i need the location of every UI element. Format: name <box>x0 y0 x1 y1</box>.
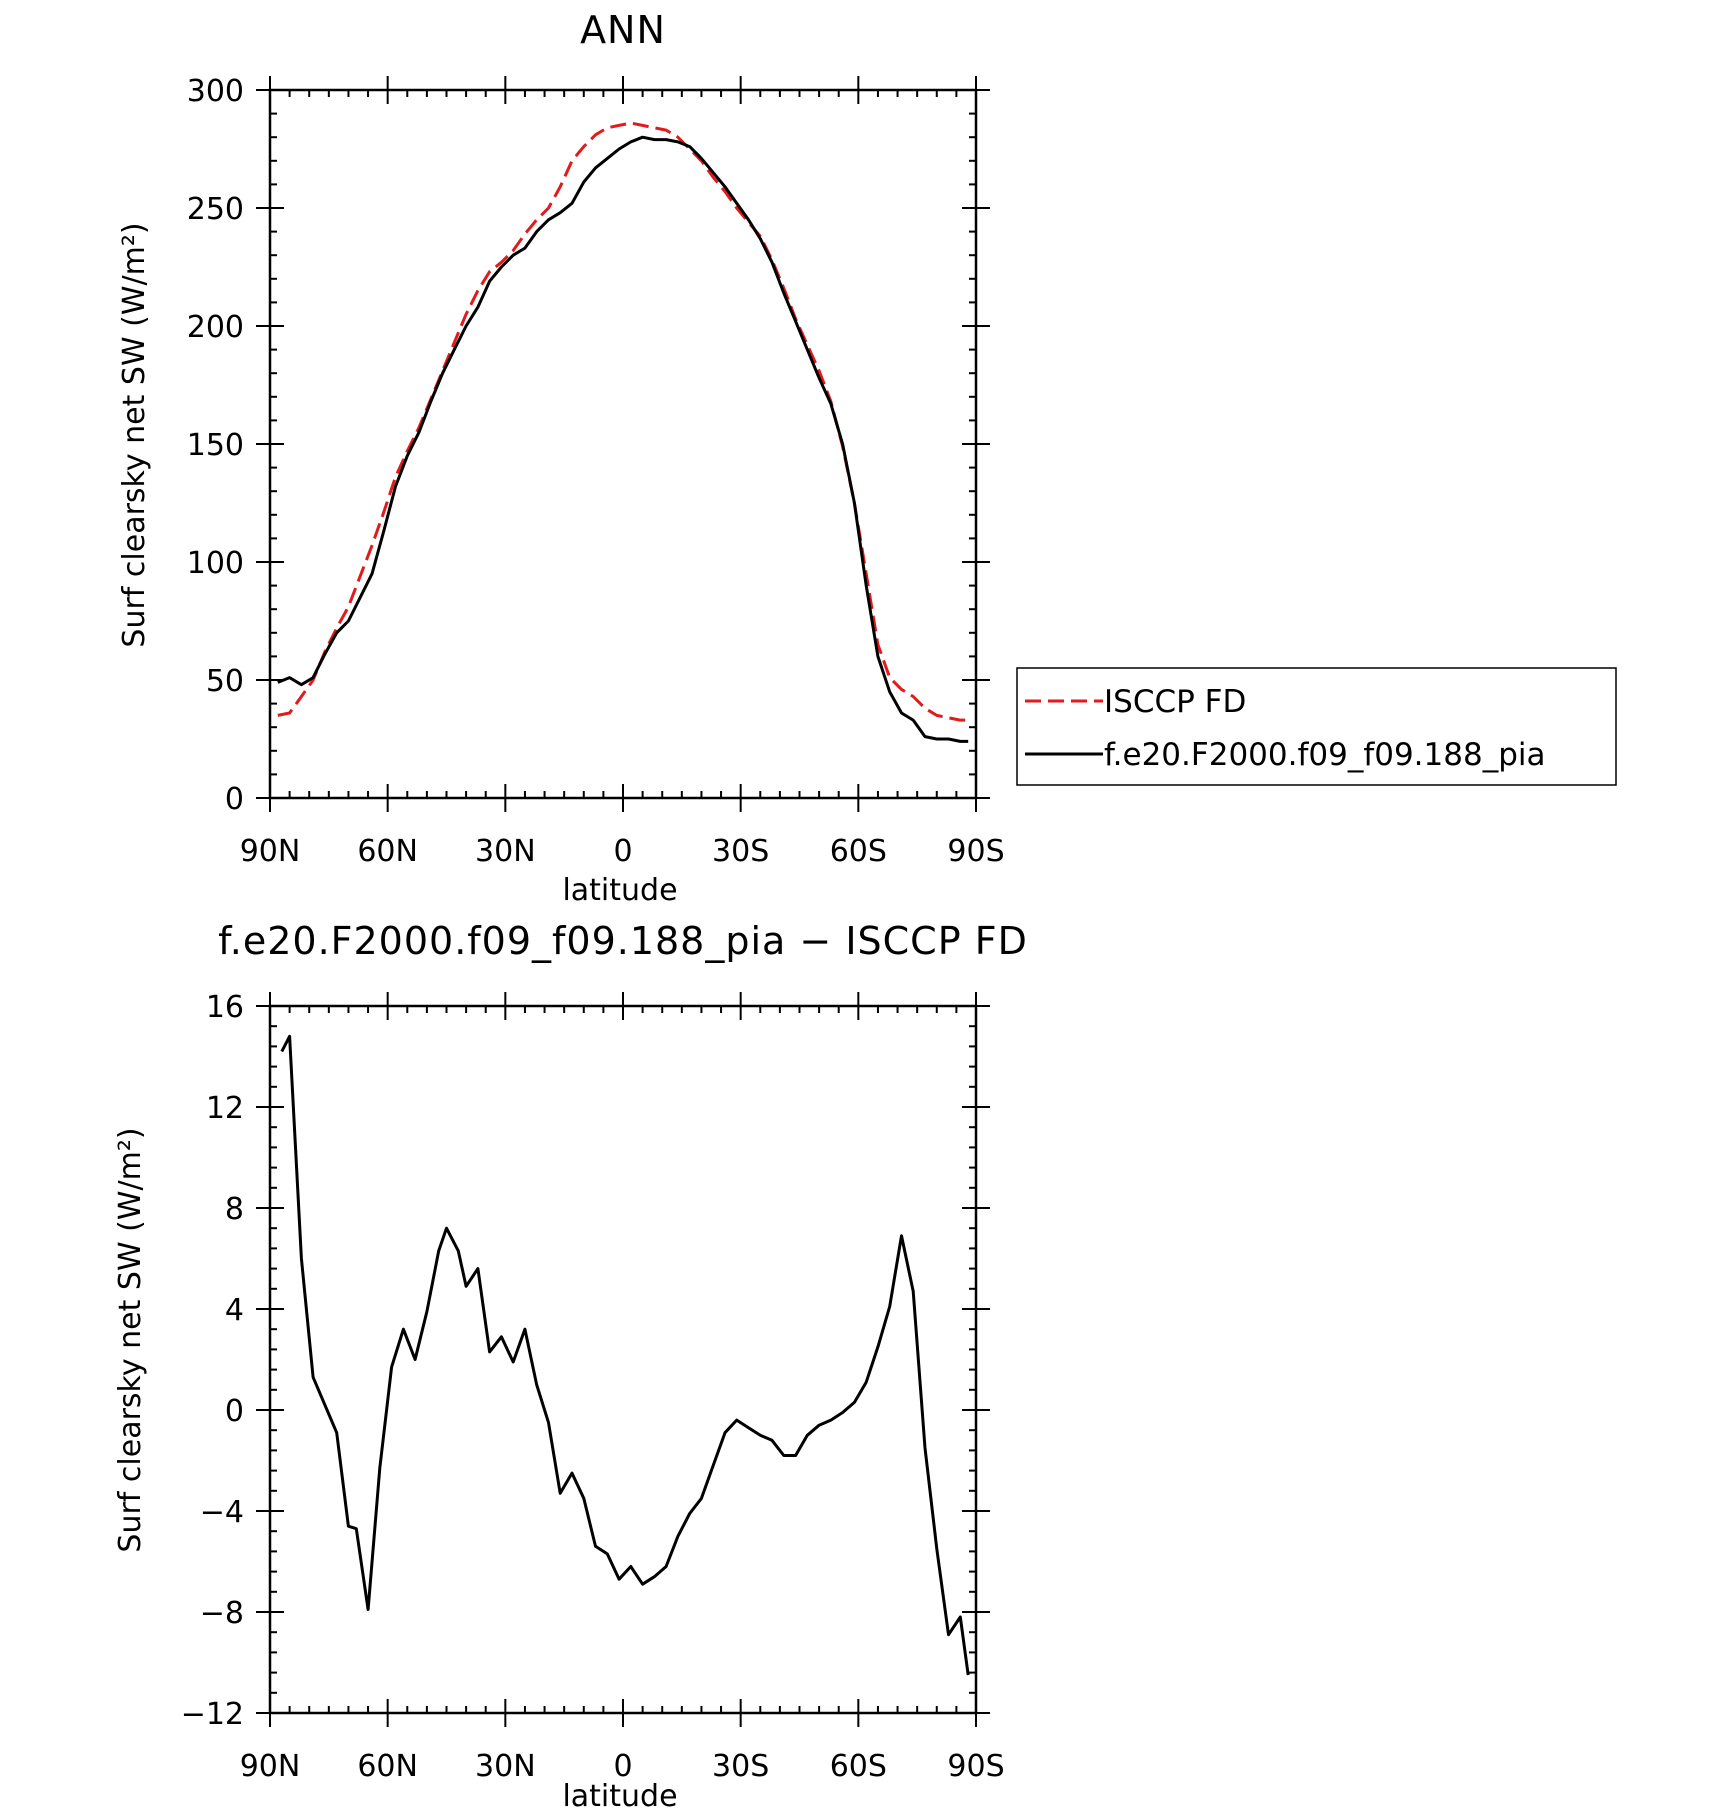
legend-label-model: f.e20.F2000.f09_f09.188_pia <box>1104 737 1546 773</box>
top-x-axis-label: latitude <box>562 873 677 908</box>
bottom-chart-title: f.e20.F2000.f09_f09.188_pia − ISCCP FD <box>218 919 1028 963</box>
bottom-plot-lines <box>280 1034 970 1676</box>
top-y-tick-label: 300 <box>187 74 244 109</box>
bottom-x-tick-label: 0 <box>613 1749 632 1784</box>
bottom-axes: 90N 60N 30N 0 30S 60S 90S −12 −8 −4 0 4 8 12 16 <box>181 990 1005 1784</box>
bottom-x-tick-label: 60S <box>830 1749 887 1784</box>
top-plot-lines <box>277 121 969 743</box>
bottom-y-tick-label: 12 <box>206 1091 244 1126</box>
top-axes: 90N 60N 30N 0 30S 60S 90S 0 50 100 150 200 250 300 <box>187 74 1005 869</box>
bottom-y-tick-label: −12 <box>181 1697 244 1732</box>
top-x-tick-label: 30N <box>475 834 536 869</box>
top-chart-title: ANN <box>580 8 666 52</box>
top-y-tick-label: 150 <box>187 428 244 463</box>
top-y-tick-label: 50 <box>206 664 244 699</box>
top-plot-frame <box>268 88 978 800</box>
top-y-tick-label: 100 <box>187 546 244 581</box>
bottom-y-tick-label: 8 <box>225 1192 244 1227</box>
legend: ISCCP FD f.e20.F2000.f09_f09.188_pia <box>1016 667 1617 786</box>
top-y-tick-label: 250 <box>187 192 244 227</box>
bottom-y-tick-label: 0 <box>225 1394 244 1429</box>
legend-label-isccp: ISCCP FD <box>1104 684 1246 720</box>
bottom-x-tick-label: 90S <box>947 1749 1004 1784</box>
top-series-line-0 <box>277 121 969 722</box>
bottom-series-line-0 <box>280 1034 970 1676</box>
bottom-x-tick-label: 30S <box>712 1749 769 1784</box>
bottom-y-tick-label: −8 <box>200 1596 244 1631</box>
top-x-tick-label: 60N <box>357 834 418 869</box>
top-x-tick-label: 90N <box>240 834 301 869</box>
bottom-x-tick-label: 90N <box>240 1749 301 1784</box>
bottom-x-tick-label: 30N <box>475 1749 536 1784</box>
top-series-line-1 <box>277 135 969 743</box>
bottom-y-axis-label: Surf clearsky net SW (W/m²) <box>113 1127 148 1552</box>
top-x-tick-label: 60S <box>830 834 887 869</box>
bottom-y-tick-label: 16 <box>206 990 244 1025</box>
bottom-plot-frame <box>268 1004 978 1715</box>
bottom-panel: f.e20.F2000.f09_f09.188_pia − ISCCP FD 9… <box>113 919 1028 1811</box>
bottom-x-tick-label: 60N <box>357 1749 418 1784</box>
bottom-x-axis-label: latitude <box>562 1779 677 1811</box>
legend-box <box>1016 667 1617 786</box>
top-panel: ANN 90N 60N 30N 0 30S 60S 90S 0 50 100 150 200 250 30… <box>117 8 1005 908</box>
bottom-y-tick-label: −4 <box>200 1495 244 1530</box>
top-x-tick-label: 0 <box>613 834 632 869</box>
top-y-axis-label: Surf clearsky net SW (W/m²) <box>117 222 152 647</box>
top-y-tick-label: 200 <box>187 310 244 345</box>
top-x-tick-label: 30S <box>712 834 769 869</box>
top-y-tick-label: 0 <box>225 782 244 817</box>
top-x-tick-label: 90S <box>947 834 1004 869</box>
bottom-y-tick-label: 4 <box>225 1293 244 1328</box>
